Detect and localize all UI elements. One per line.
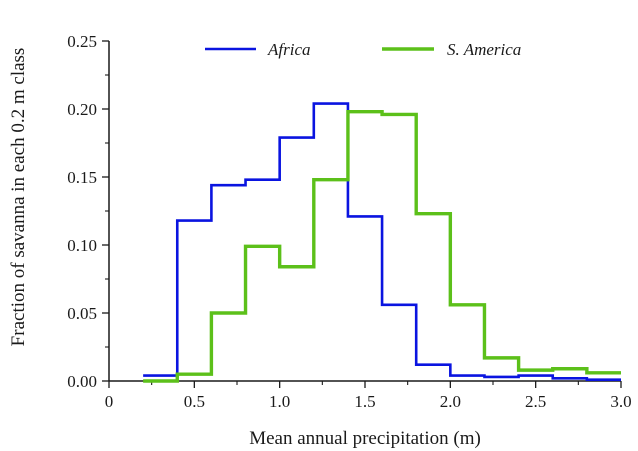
series-step-s-america — [143, 110, 621, 383]
x-tick-label: 0.5 — [184, 392, 205, 411]
x-tick-label: 1.5 — [354, 392, 375, 411]
y-tick-label: 0.25 — [67, 32, 97, 51]
y-tick-label: 0.05 — [67, 304, 97, 323]
x-tick-label: 3.0 — [610, 392, 631, 411]
y-tick-label: 0.00 — [67, 372, 97, 391]
y-tick-label: 0.10 — [67, 236, 97, 255]
x-tick-label: 1.0 — [269, 392, 290, 411]
y-tick-label: 0.20 — [67, 100, 97, 119]
legend-label: S. America — [447, 40, 521, 59]
series-layer — [143, 102, 621, 383]
x-tick-label: 0 — [105, 392, 114, 411]
x-tick-label: 2.5 — [525, 392, 546, 411]
series-step-africa — [143, 102, 621, 381]
legend: Africa S. America — [205, 40, 521, 59]
y-axis-title: Fraction of savanna in each 0.2 m class — [8, 48, 29, 347]
x-axis-title: Mean annual precipitation (m) — [249, 428, 481, 449]
y-tick-label: 0.15 — [67, 168, 97, 187]
axes-layer: 0 0.5 1.0 1.5 2.0 2.5 3.0 0.00 0.05 0.10 0.15 0.20 0… — [67, 32, 631, 411]
x-tick-label: 2.0 — [440, 392, 461, 411]
legend-label: Africa — [267, 40, 311, 59]
